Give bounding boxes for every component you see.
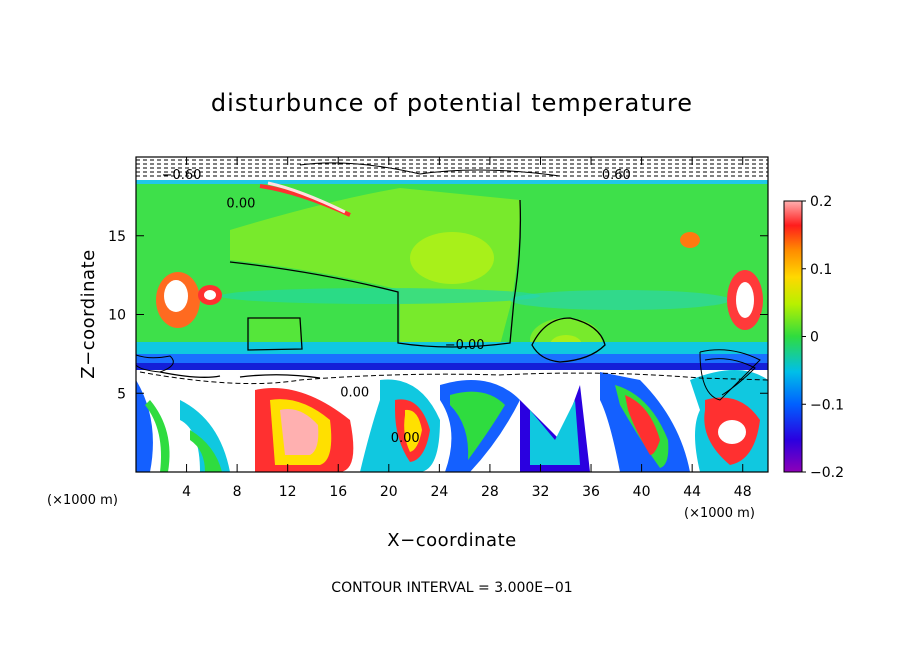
contour-labels: 0.00 0.00 −0.00 0.00 −0.60 0.60: [162, 168, 631, 446]
colorbar: 0.2 0.1 0 −0.1 −0.2: [783, 194, 844, 481]
contour-label: 0.60: [602, 168, 631, 183]
x-axis: 4 8 12 16 20 24 28 32 36 40 44 48: [182, 157, 752, 500]
colorbar-ticks: 0.2 0.1 0 −0.1 −0.2: [802, 194, 844, 481]
y-tick-label: 15: [108, 229, 126, 245]
contour-interval-note: CONTOUR INTERVAL = 3.000E−01: [331, 580, 572, 596]
x-tick-label: 44: [683, 484, 701, 500]
y-axis-title: Z−coordinate: [78, 249, 99, 378]
y-axis: 5 10 15: [108, 229, 768, 402]
x-tick-label: 36: [582, 484, 600, 500]
contour-label: 0.00: [391, 431, 420, 446]
contour-label: 0.00: [226, 196, 255, 211]
colorbar-tick-label: 0.2: [810, 194, 832, 210]
contour-label: −0.60: [162, 168, 202, 183]
x-tick-label: 40: [633, 484, 651, 500]
colorbar-gradient: [783, 200, 803, 473]
x-axis-title: X−coordinate: [387, 530, 516, 551]
x-tick-label: 48: [734, 484, 752, 500]
x-tick-label: 8: [233, 484, 242, 500]
colorbar-tick-label: 0.1: [810, 262, 832, 278]
colorbar-tick-label: −0.2: [810, 465, 844, 481]
y-tick-label: 5: [117, 386, 126, 402]
x-tick-label: 12: [279, 484, 297, 500]
chart-title: disturbunce of potential temperature: [211, 89, 693, 117]
x-tick-label: 24: [430, 484, 448, 500]
y-tick-label: 10: [108, 308, 126, 324]
x-tick-label: 28: [481, 484, 499, 500]
heatmap-field: [136, 157, 768, 472]
x-unit-label: (×1000 m): [684, 506, 755, 521]
contour-label: −0.00: [445, 338, 485, 353]
colorbar-tick-label: −0.1: [810, 397, 844, 413]
x-tick-label: 20: [380, 484, 398, 500]
x-tick-label: 4: [182, 484, 191, 500]
z-unit-label: (×1000 m): [47, 493, 118, 508]
contour-label: 0.00: [340, 385, 369, 400]
x-tick-label: 32: [532, 484, 550, 500]
colorbar-tick-label: 0: [810, 330, 819, 346]
x-tick-label: 16: [329, 484, 347, 500]
